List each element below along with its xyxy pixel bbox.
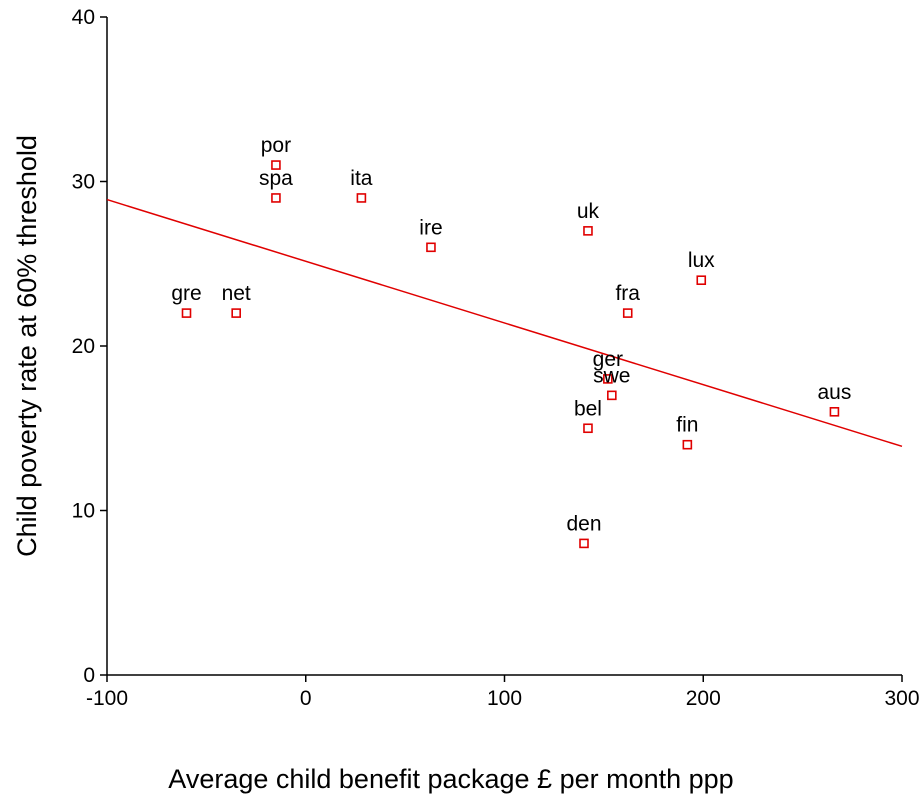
point-marker-uk [583,226,593,236]
y-tick-label: 40 [72,6,95,29]
x-tick-label: -100 [86,687,128,710]
y-tick-label: 30 [72,171,95,194]
point-marker-ger [603,374,613,384]
point-label-ita: ita [350,167,373,190]
y-tick-label: 10 [72,500,95,523]
axes [100,16,903,682]
data-points [181,160,840,549]
point-label-spa: spa [259,167,293,190]
point-marker-gre [181,308,192,318]
point-label-den: den [566,512,601,535]
point-label-lux: lux [688,249,715,272]
point-marker-bel [583,423,593,434]
point-label-fin: fin [676,414,698,437]
regression-line [106,198,903,448]
x-tick-label: 100 [487,687,522,710]
x-tick-label: 300 [884,687,919,710]
x-axis-label: Average child benefit package £ per mont… [168,764,733,794]
point-label-ire: ire [419,216,442,239]
point-marker-aus [829,406,840,417]
point-marker-por [271,160,281,170]
point-label-aus: aus [817,381,851,404]
point-marker-fra [622,308,633,318]
y-tick-label: 0 [83,664,95,687]
fit-line [106,198,903,448]
point-label-net: net [222,282,251,305]
x-tick-label: 200 [686,687,721,710]
x-tick-label: 0 [300,687,312,710]
point-label-por: por [261,134,291,157]
y-tick-label: 20 [72,335,95,358]
point-marker-fin [682,439,693,450]
point-label-ger: ger [593,348,623,371]
point-marker-ire [426,242,436,253]
point-label-fra: fra [615,282,640,305]
point-marker-spa [271,193,281,203]
point-label-bel: bel [574,397,602,420]
point-marker-den [579,538,589,549]
point-label-gre: gre [171,282,201,305]
point-label-uk: uk [577,200,600,223]
point-label-swe: swe [593,364,630,387]
point-marker-net [231,308,241,318]
point-marker-ita [356,193,367,203]
point-marker-swe [607,390,617,401]
point-marker-lux [696,275,707,286]
y-axis-label: Child poverty rate at 60% threshold [12,135,42,557]
